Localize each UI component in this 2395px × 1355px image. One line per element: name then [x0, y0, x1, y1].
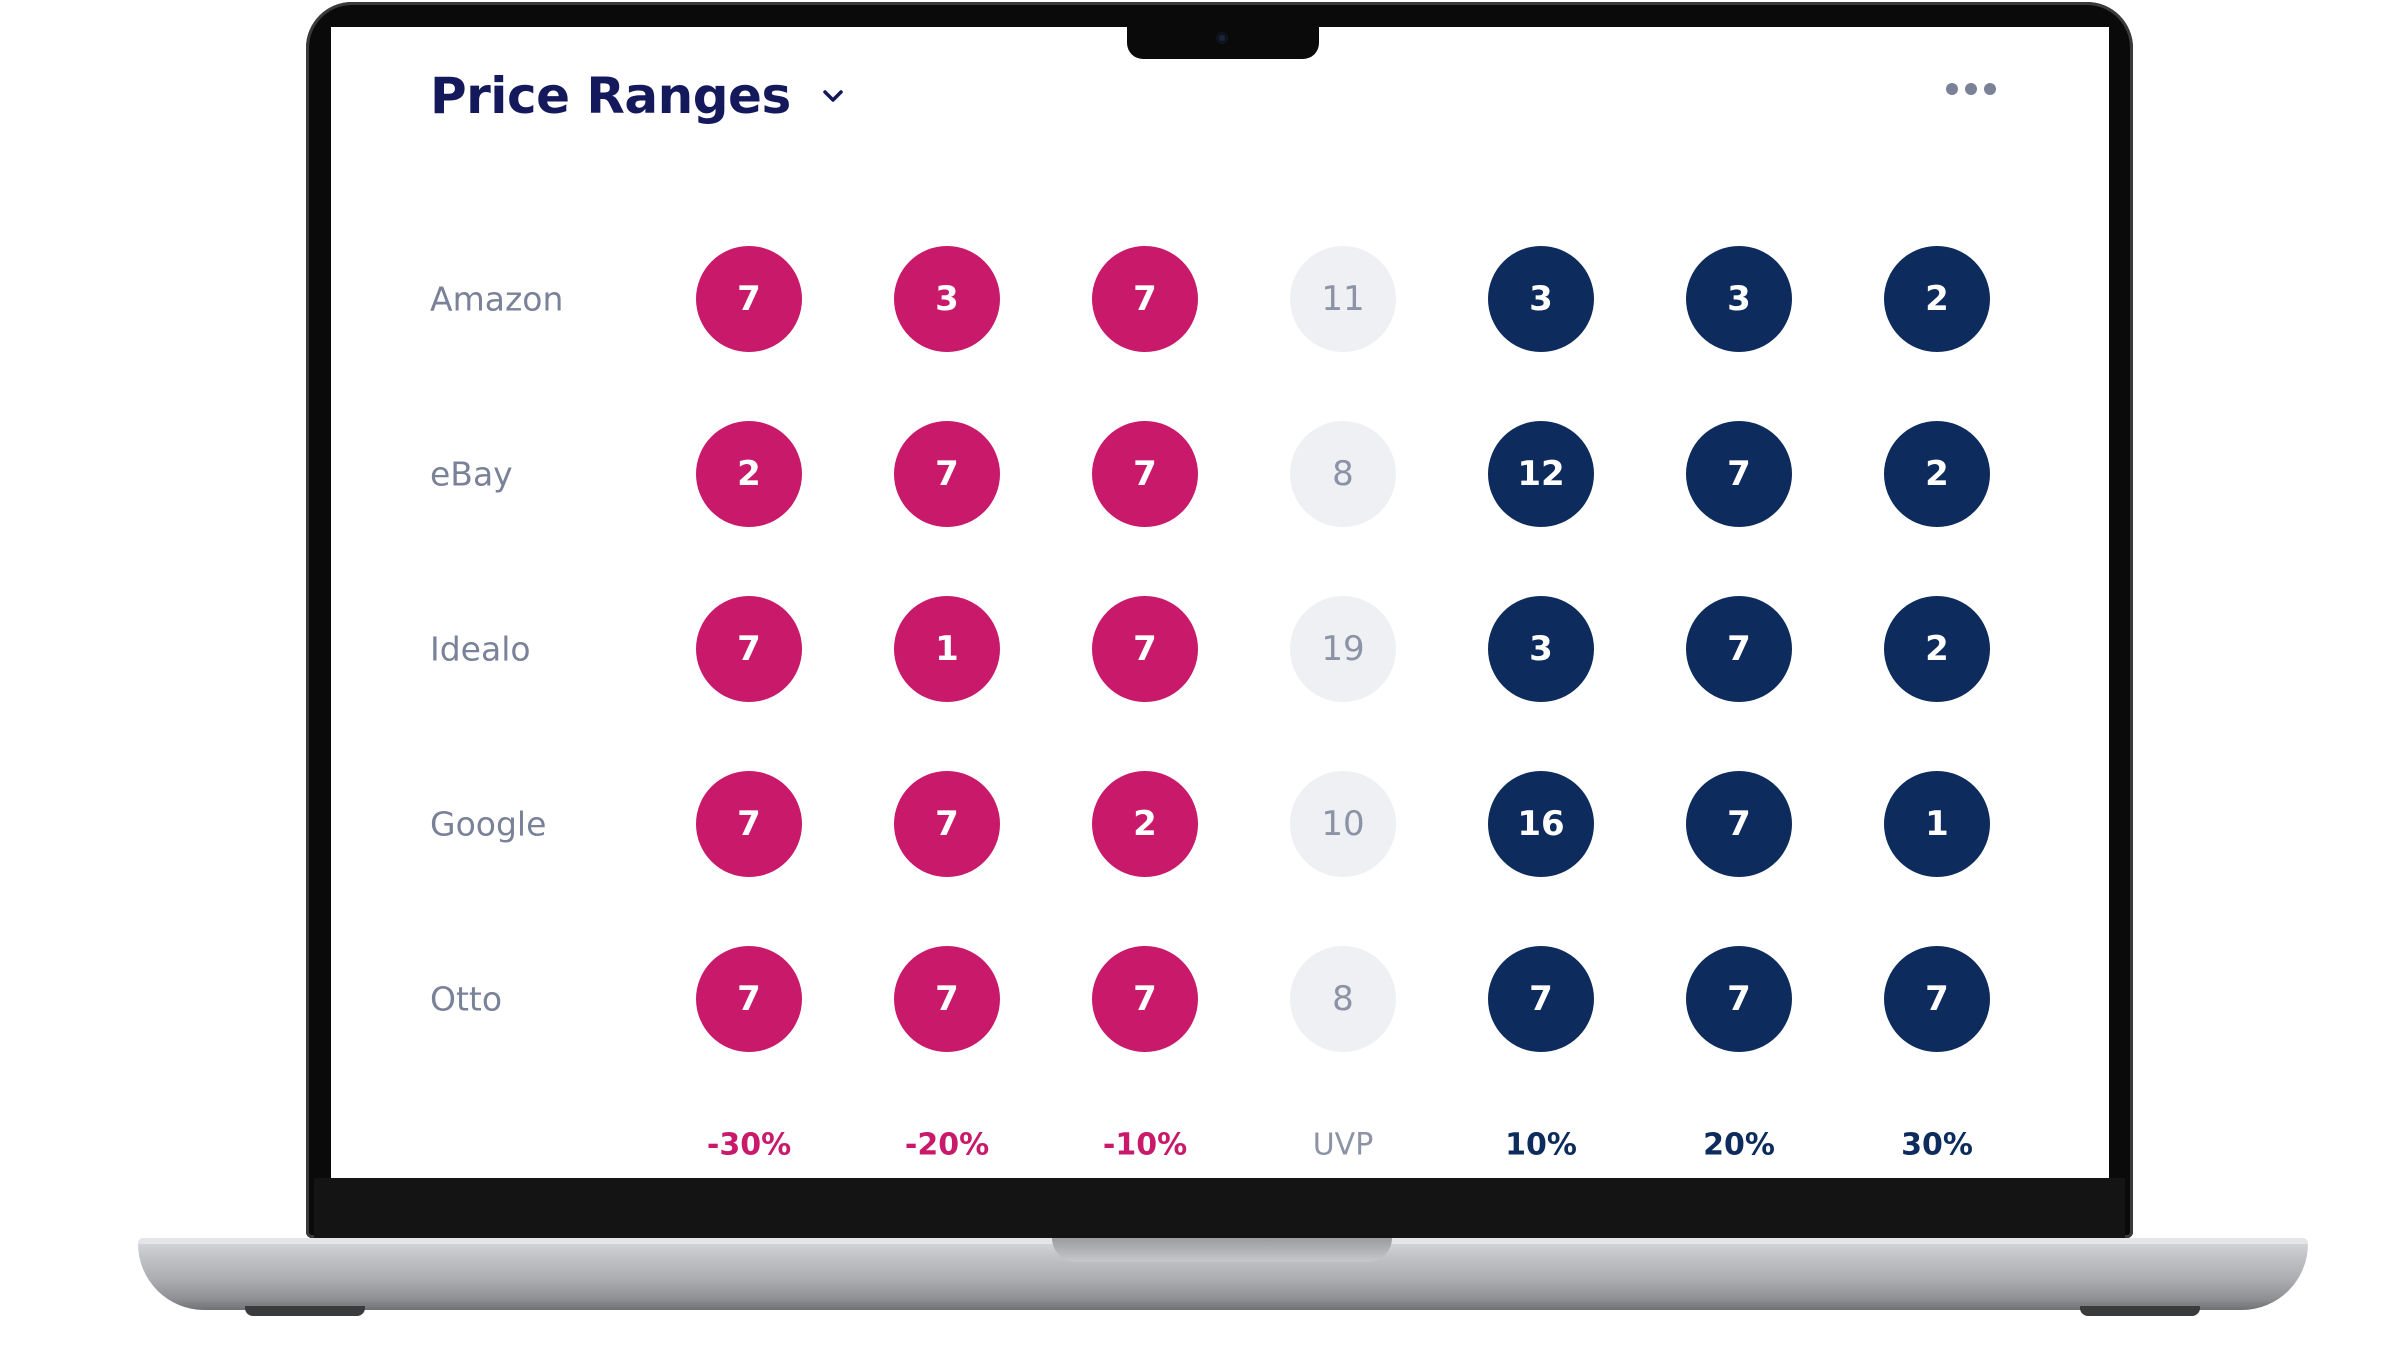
- more-dot: [1965, 83, 1977, 95]
- count-bubble[interactable]: 7: [894, 771, 1000, 877]
- count-bubble[interactable]: 7: [894, 421, 1000, 527]
- count-bubble[interactable]: 3: [1686, 246, 1792, 352]
- laptop-foot-left: [245, 1306, 365, 1316]
- count-bubble[interactable]: 7: [1488, 946, 1594, 1052]
- count-bubble[interactable]: 2: [1884, 596, 1990, 702]
- count-bubble[interactable]: 7: [696, 246, 802, 352]
- row-label-idealo: Idealo: [430, 629, 531, 669]
- count-bubble[interactable]: 12: [1488, 421, 1594, 527]
- laptop-screen: Price Ranges Amazon 7 3 7 11 3 3 2 eBay 2 7 7 8 12 7 2 I…: [331, 27, 2109, 1178]
- count-bubble[interactable]: 16: [1488, 771, 1594, 877]
- column-label: -20%: [904, 1127, 990, 1163]
- count-bubble[interactable]: 7: [1686, 771, 1792, 877]
- column-label: -30%: [706, 1127, 792, 1163]
- laptop-foot-right: [2080, 1306, 2200, 1316]
- count-bubble[interactable]: 7: [1092, 946, 1198, 1052]
- count-bubble[interactable]: 2: [1092, 771, 1198, 877]
- row-label-otto: Otto: [430, 979, 503, 1019]
- count-bubble[interactable]: 8: [1290, 421, 1396, 527]
- laptop-bezel-bottom: [314, 1178, 2125, 1238]
- column-label: 30%: [1901, 1127, 1973, 1163]
- count-bubble[interactable]: 7: [1884, 946, 1990, 1052]
- count-bubble[interactable]: 8: [1290, 946, 1396, 1052]
- widget-header[interactable]: Price Ranges: [430, 67, 847, 125]
- row-label-amazon: Amazon: [430, 279, 564, 319]
- count-bubble[interactable]: 19: [1290, 596, 1396, 702]
- count-bubble[interactable]: 3: [894, 246, 1000, 352]
- count-bubble[interactable]: 7: [1092, 246, 1198, 352]
- row-label-ebay: eBay: [430, 454, 513, 494]
- chevron-down-icon[interactable]: [819, 82, 847, 110]
- count-bubble[interactable]: 1: [894, 596, 1000, 702]
- count-bubble[interactable]: 7: [696, 596, 802, 702]
- count-bubble[interactable]: 7: [894, 946, 1000, 1052]
- count-bubble[interactable]: 7: [696, 946, 802, 1052]
- row-label-google: Google: [430, 804, 547, 844]
- count-bubble[interactable]: 10: [1290, 771, 1396, 877]
- column-label: UVP: [1312, 1127, 1374, 1163]
- count-bubble[interactable]: 2: [1884, 421, 1990, 527]
- camera-icon: [1216, 32, 1228, 44]
- more-dot: [1946, 83, 1958, 95]
- more-options-icon[interactable]: [1946, 83, 1996, 95]
- column-label: 20%: [1703, 1127, 1775, 1163]
- count-bubble[interactable]: 7: [1686, 596, 1792, 702]
- count-bubble[interactable]: 7: [696, 771, 802, 877]
- count-bubble[interactable]: 3: [1488, 246, 1594, 352]
- count-bubble[interactable]: 7: [1092, 421, 1198, 527]
- column-label: -10%: [1102, 1127, 1188, 1163]
- count-bubble[interactable]: 11: [1290, 246, 1396, 352]
- count-bubble[interactable]: 7: [1686, 421, 1792, 527]
- laptop-opening-notch: [1052, 1238, 1392, 1262]
- column-label: 10%: [1505, 1127, 1577, 1163]
- count-bubble[interactable]: 7: [1686, 946, 1792, 1052]
- more-dot: [1984, 83, 1996, 95]
- count-bubble[interactable]: 1: [1884, 771, 1990, 877]
- count-bubble[interactable]: 3: [1488, 596, 1594, 702]
- widget-title: Price Ranges: [430, 67, 791, 125]
- count-bubble[interactable]: 2: [696, 421, 802, 527]
- count-bubble[interactable]: 2: [1884, 246, 1990, 352]
- count-bubble[interactable]: 7: [1092, 596, 1198, 702]
